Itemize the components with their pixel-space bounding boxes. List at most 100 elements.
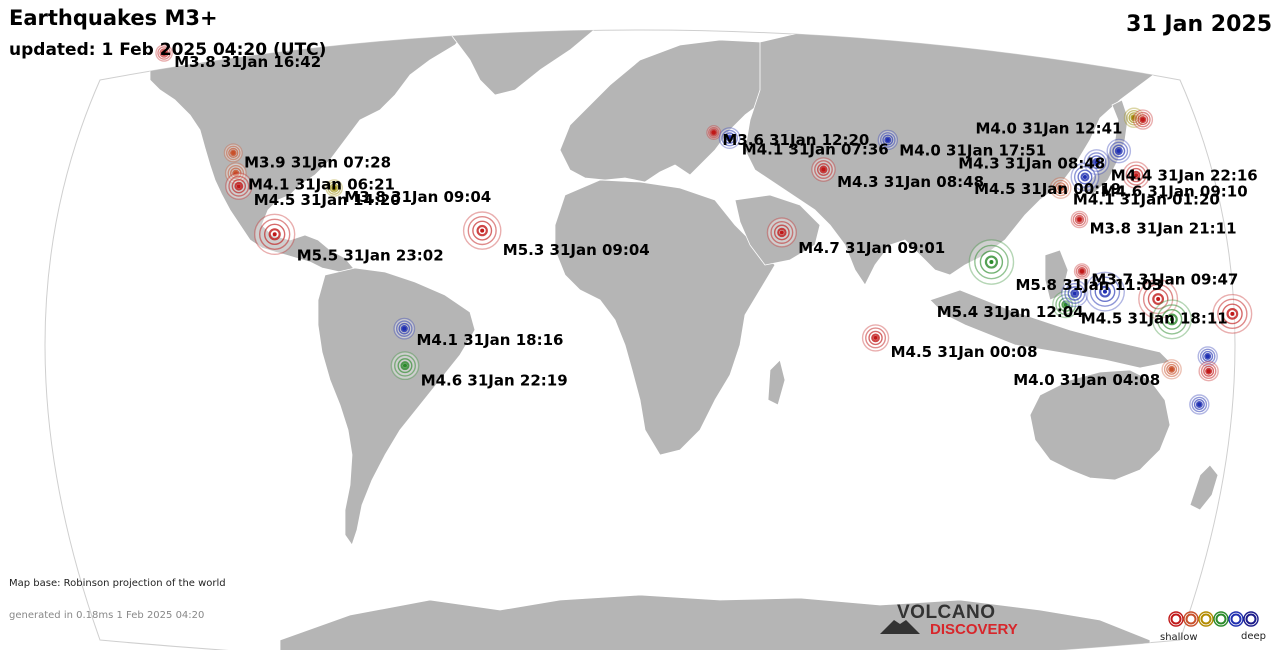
quake-ring: [1203, 365, 1215, 377]
quake-label[interactable]: M4.7 31Jan 09:01: [798, 239, 945, 257]
quake-label[interactable]: M3.8 31Jan 21:11: [1090, 220, 1237, 238]
quake-ring: [230, 167, 242, 180]
generated-note: generated in 0.18ms 1 Feb 2025 04:20: [9, 610, 205, 621]
quake-label[interactable]: M3.8 31Jan 09:04: [344, 188, 491, 206]
quake-label[interactable]: M5.4 31Jan 12:04: [937, 303, 1084, 321]
quake-label[interactable]: M4.1 31Jan 18:16: [417, 331, 564, 349]
quake-ring: [1200, 363, 1217, 380]
legend-swatch: [1168, 611, 1184, 627]
quake-label[interactable]: M4.3 31Jan 08:48: [837, 173, 984, 191]
quake-marker[interactable]: [393, 317, 416, 340]
quake-label[interactable]: M4.5 31Jan 00:08: [891, 343, 1038, 361]
quake-ring: [1061, 300, 1071, 310]
quake-marker[interactable]: [861, 324, 890, 352]
quake-label[interactable]: M4.5 31Jan 18:11: [1081, 310, 1228, 328]
quake-label[interactable]: M4.1 31Jan 01:20: [1073, 190, 1220, 208]
quake-label[interactable]: M4.1 31Jan 07:36: [742, 140, 889, 158]
quake-marker[interactable]: [1084, 271, 1125, 312]
quake-marker[interactable]: [1198, 361, 1219, 382]
quake-marker[interactable]: [1052, 290, 1080, 319]
quake-ring: [228, 147, 239, 159]
quake-marker[interactable]: [1049, 177, 1072, 199]
quake-ring: [1080, 172, 1090, 182]
land-arabia: [734, 194, 821, 266]
land-south-america: [317, 267, 476, 546]
quake-ring: [1139, 116, 1147, 124]
quake-marker[interactable]: [811, 157, 836, 182]
quake-marker[interactable]: [1070, 162, 1100, 192]
quake-label[interactable]: M3.6 31Jan 12:20: [722, 131, 869, 149]
quake-label[interactable]: M3.7 31Jan 09:47: [1091, 271, 1238, 289]
quake-label[interactable]: M5.5 31Jan 23:02: [297, 246, 444, 264]
quake-label[interactable]: M4.4 31Jan 22:16: [1111, 166, 1258, 184]
quake-ring: [709, 128, 718, 137]
quake-epicenter: [821, 167, 826, 172]
quake-epicenter: [231, 150, 236, 155]
legend-swatch: [1228, 611, 1244, 627]
quake-label[interactable]: M4.6 31Jan 22:19: [421, 371, 568, 389]
quake-ring: [708, 126, 720, 139]
quake-ring: [263, 223, 286, 246]
quake-ring: [1052, 179, 1069, 197]
quake-marker[interactable]: [390, 351, 420, 381]
quake-marker[interactable]: [877, 129, 899, 151]
quake-epicenter: [1072, 291, 1077, 296]
legend-deep-label: deep: [1241, 631, 1266, 642]
quake-ring: [1072, 212, 1087, 227]
quake-marker[interactable]: [325, 179, 343, 197]
quake-marker[interactable]: [706, 125, 722, 140]
quake-marker[interactable]: [225, 172, 253, 200]
quake-marker[interactable]: [1070, 210, 1089, 229]
quake-ring: [1226, 307, 1239, 320]
quake-marker[interactable]: [718, 127, 741, 150]
quake-ring: [472, 220, 493, 241]
quake-label[interactable]: M4.0 31Jan 17:51: [899, 141, 1046, 159]
quake-epicenter: [236, 184, 241, 189]
quake-marker[interactable]: [1189, 394, 1210, 415]
quake-label[interactable]: M4.0 31Jan 12:41: [976, 119, 1123, 137]
quake-marker[interactable]: [155, 44, 173, 62]
quake-ring: [773, 224, 790, 241]
quake-marker[interactable]: [968, 239, 1015, 285]
quake-marker[interactable]: [1212, 293, 1253, 334]
quake-label[interactable]: M5.8 31Jan 11:03: [1016, 276, 1163, 294]
quake-marker[interactable]: [1151, 299, 1192, 340]
quake-ring: [228, 175, 250, 197]
quake-label[interactable]: M4.5 31Jan 14:20: [254, 191, 401, 209]
quake-epicenter: [1094, 160, 1099, 165]
quake-ring: [814, 160, 833, 179]
quake-label[interactable]: M4.6 31Jan 09:10: [1101, 183, 1248, 201]
quake-label[interactable]: M4.0 31Jan 04:08: [1013, 371, 1160, 389]
quake-marker[interactable]: [1106, 138, 1132, 164]
quake-epicenter: [1077, 217, 1082, 222]
map-date: 31 Jan 2025: [1126, 12, 1272, 37]
quake-marker[interactable]: [223, 143, 243, 163]
quake-marker[interactable]: [1122, 161, 1150, 189]
quake-epicenter: [1205, 354, 1210, 359]
legend-swatch: [1245, 613, 1257, 625]
quake-label[interactable]: M4.1 31Jan 06:21: [248, 175, 395, 193]
quake-ring: [1067, 286, 1082, 301]
quake-marker[interactable]: [1073, 263, 1091, 280]
quake-ring: [467, 216, 497, 246]
quake-label[interactable]: M4.5 31Jan 00:19: [974, 180, 1121, 198]
quake-ring: [393, 354, 416, 377]
quake-marker[interactable]: [1061, 279, 1089, 308]
quake-ring: [1166, 313, 1178, 326]
quake-label[interactable]: M4.3 31Jan 08:48: [958, 155, 1105, 173]
quake-ring: [1099, 285, 1111, 298]
quake-marker[interactable]: [1132, 109, 1154, 130]
quake-labels: M3.8 31Jan 16:42 M3.9 31Jan 07:28 M4.1 31J…: [174, 53, 1258, 389]
quake-marker[interactable]: [1161, 359, 1182, 380]
quake-epicenter: [1079, 269, 1084, 274]
quake-label[interactable]: M3.9 31Jan 07:28: [244, 154, 391, 172]
quake-marker[interactable]: [253, 213, 296, 256]
quake-label[interactable]: M3.8 31Jan 16:42: [174, 53, 321, 71]
quake-ring: [1205, 367, 1213, 375]
quake-label[interactable]: M5.3 31Jan 09:04: [503, 241, 650, 259]
quake-epicenter: [779, 230, 784, 235]
volcano-discovery-logo[interactable]: VOLCANO DISCOVERY: [880, 602, 1035, 642]
quake-marker[interactable]: [462, 211, 502, 250]
quake-marker[interactable]: [766, 217, 797, 248]
quake-epicenter: [272, 232, 277, 237]
